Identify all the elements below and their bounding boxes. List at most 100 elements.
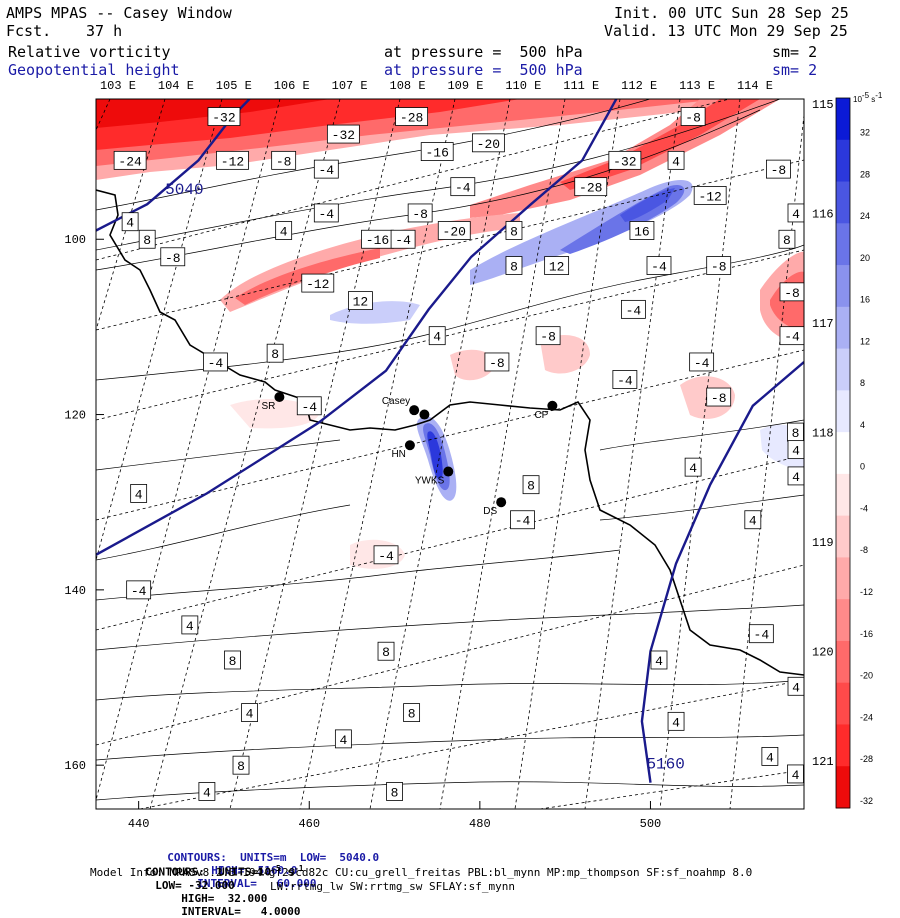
vorticity-label: -8 — [160, 247, 186, 267]
vorticity-label-box — [778, 229, 796, 249]
vorticity-label-box — [535, 326, 561, 346]
colorbar-swatch — [836, 766, 850, 809]
vorticity-label-box — [693, 186, 727, 205]
vorticity-label-text: 4 — [792, 444, 800, 459]
colorbar-swatch — [836, 181, 850, 224]
vorticity-label: 4 — [761, 747, 779, 766]
vorticity-label: 4 — [667, 711, 685, 731]
vorticity-label-text: 4 — [655, 654, 663, 669]
vorticity-label-box — [505, 221, 523, 240]
top-lon-label: 107 E — [332, 79, 368, 93]
vorticity-label-box — [266, 343, 284, 363]
top-lon-label: 104 E — [158, 79, 194, 93]
colorbar-swatch — [836, 557, 850, 600]
colorbar-level-label: 28 — [860, 169, 870, 179]
vorticity-label-text: -4 — [319, 163, 335, 178]
vorticity-label-text: -4 — [694, 356, 710, 371]
vorticity-label: 4 — [667, 150, 685, 170]
vorticity-label: -8 — [271, 150, 297, 170]
vorticity-label: 4 — [787, 203, 805, 223]
vorticity-label: 4 — [787, 676, 805, 696]
colorbar-units: 10-5 s-1 — [853, 91, 883, 104]
vorticity-label: -20 — [471, 133, 505, 153]
vorticity-label-box — [207, 107, 241, 126]
vorticity-label-box — [667, 150, 685, 170]
vorticity-label: 4 — [198, 782, 216, 801]
colorbar-level-label: 12 — [860, 336, 870, 346]
vorticity-label-text: 8 — [271, 347, 279, 362]
vorticity-label: -8 — [706, 387, 732, 407]
colorbar-level-label: 0 — [860, 462, 865, 472]
vorticity-label: 4 — [428, 326, 446, 346]
colorbar-level-label: -12 — [860, 587, 873, 597]
vorticity-label: 4 — [181, 615, 199, 635]
vorticity-label-text: -4 — [617, 373, 633, 388]
vorticity-label: 8 — [778, 229, 796, 249]
forecast-hour: 37 h — [86, 22, 123, 40]
vorticity-label-box — [650, 650, 668, 670]
vorticity-label-text: -8 — [685, 111, 701, 126]
station-marker — [443, 466, 454, 477]
vorticity-label: -4 — [126, 580, 152, 600]
vorticity-label: -4 — [390, 229, 416, 249]
vorticity-label-box — [629, 221, 655, 240]
vorticity-contour-interval: INTERVAL= 4.0000 — [181, 904, 301, 918]
vorticity-label-box — [326, 124, 360, 144]
vorticity-label-text: -12 — [698, 189, 721, 204]
vorticity-label: -4 — [612, 370, 638, 389]
height-contour-line — [640, 361, 804, 783]
station-label: SR — [261, 401, 275, 412]
vorticity-label: -8 — [484, 352, 510, 372]
vorticity-label-box — [348, 291, 373, 311]
vorticity-label: -4 — [646, 256, 672, 275]
top-longitude-labels: 103 E 104 E 105 E 106 E 107 E 108 E 109 E 110 E… — [100, 79, 773, 93]
vorticity-label-box — [216, 150, 249, 170]
vorticity-label-box — [428, 326, 446, 346]
vorticity-label-text: 4 — [280, 224, 288, 239]
colorbar: 322824201612840-4-8-12-16-20-24-28-3210-… — [835, 91, 883, 809]
vorticity-label: 4 — [787, 466, 805, 486]
vorticity-units-s: s — [280, 865, 294, 879]
station-marker — [409, 405, 420, 416]
vorticity-label-text: -28 — [579, 181, 602, 196]
top-lon-label: 108 E — [390, 79, 426, 93]
vorticity-label-text: 8 — [143, 233, 151, 248]
vorticity-label-box — [761, 747, 779, 766]
colorbar-swatch — [836, 306, 850, 350]
vorticity-label-box — [313, 159, 339, 179]
vorticity-label: -8 — [680, 107, 706, 126]
vorticity-label: -8 — [766, 159, 791, 179]
vorticity-label-box — [667, 711, 685, 731]
vorticity-label: -8 — [535, 326, 561, 346]
colorbar-level-label: 24 — [860, 211, 870, 221]
station-marker — [419, 409, 430, 420]
vorticity-units-exp: -5 — [271, 864, 281, 873]
model-info: Model Info: MPASv8.2.3-194-gf29cd82c CU:… — [90, 866, 753, 879]
vorticity-label-box — [748, 624, 774, 644]
vorticity-label-box — [510, 510, 535, 530]
station-label: CP — [534, 410, 548, 421]
vorticity-label-box — [390, 229, 416, 249]
colorbar-swatch — [836, 473, 850, 517]
top-lon-label: 103 E — [100, 79, 136, 93]
vorticity-label-box — [224, 650, 241, 670]
vorticity-label-text: -8 — [489, 356, 505, 371]
vorticity-label-text: 8 — [229, 654, 237, 669]
vorticity-label-box — [407, 203, 433, 223]
vorticity-label-text: -8 — [276, 154, 292, 169]
vorticity-label-text: 12 — [353, 295, 369, 310]
x-tick-label: 460 — [298, 817, 320, 831]
vorticity-label-box — [403, 703, 421, 722]
colorbar-level-label: -32 — [860, 796, 873, 806]
vorticity-label-text: 12 — [549, 260, 565, 275]
field2-pressure: at pressure = 500 hPa — [384, 61, 583, 79]
colorbar-level-label: -4 — [860, 503, 868, 513]
colorbar-level-label: -16 — [860, 629, 873, 639]
vorticity-label-box — [301, 273, 335, 293]
vorticity-label-text: -4 — [395, 233, 411, 248]
vorticity-label-box — [126, 580, 152, 600]
vorticity-label: -32 — [326, 124, 360, 144]
station-label: YWKS — [415, 476, 445, 487]
vorticity-label-text: -24 — [118, 154, 142, 169]
vorticity-label-text: -4 — [301, 400, 317, 415]
